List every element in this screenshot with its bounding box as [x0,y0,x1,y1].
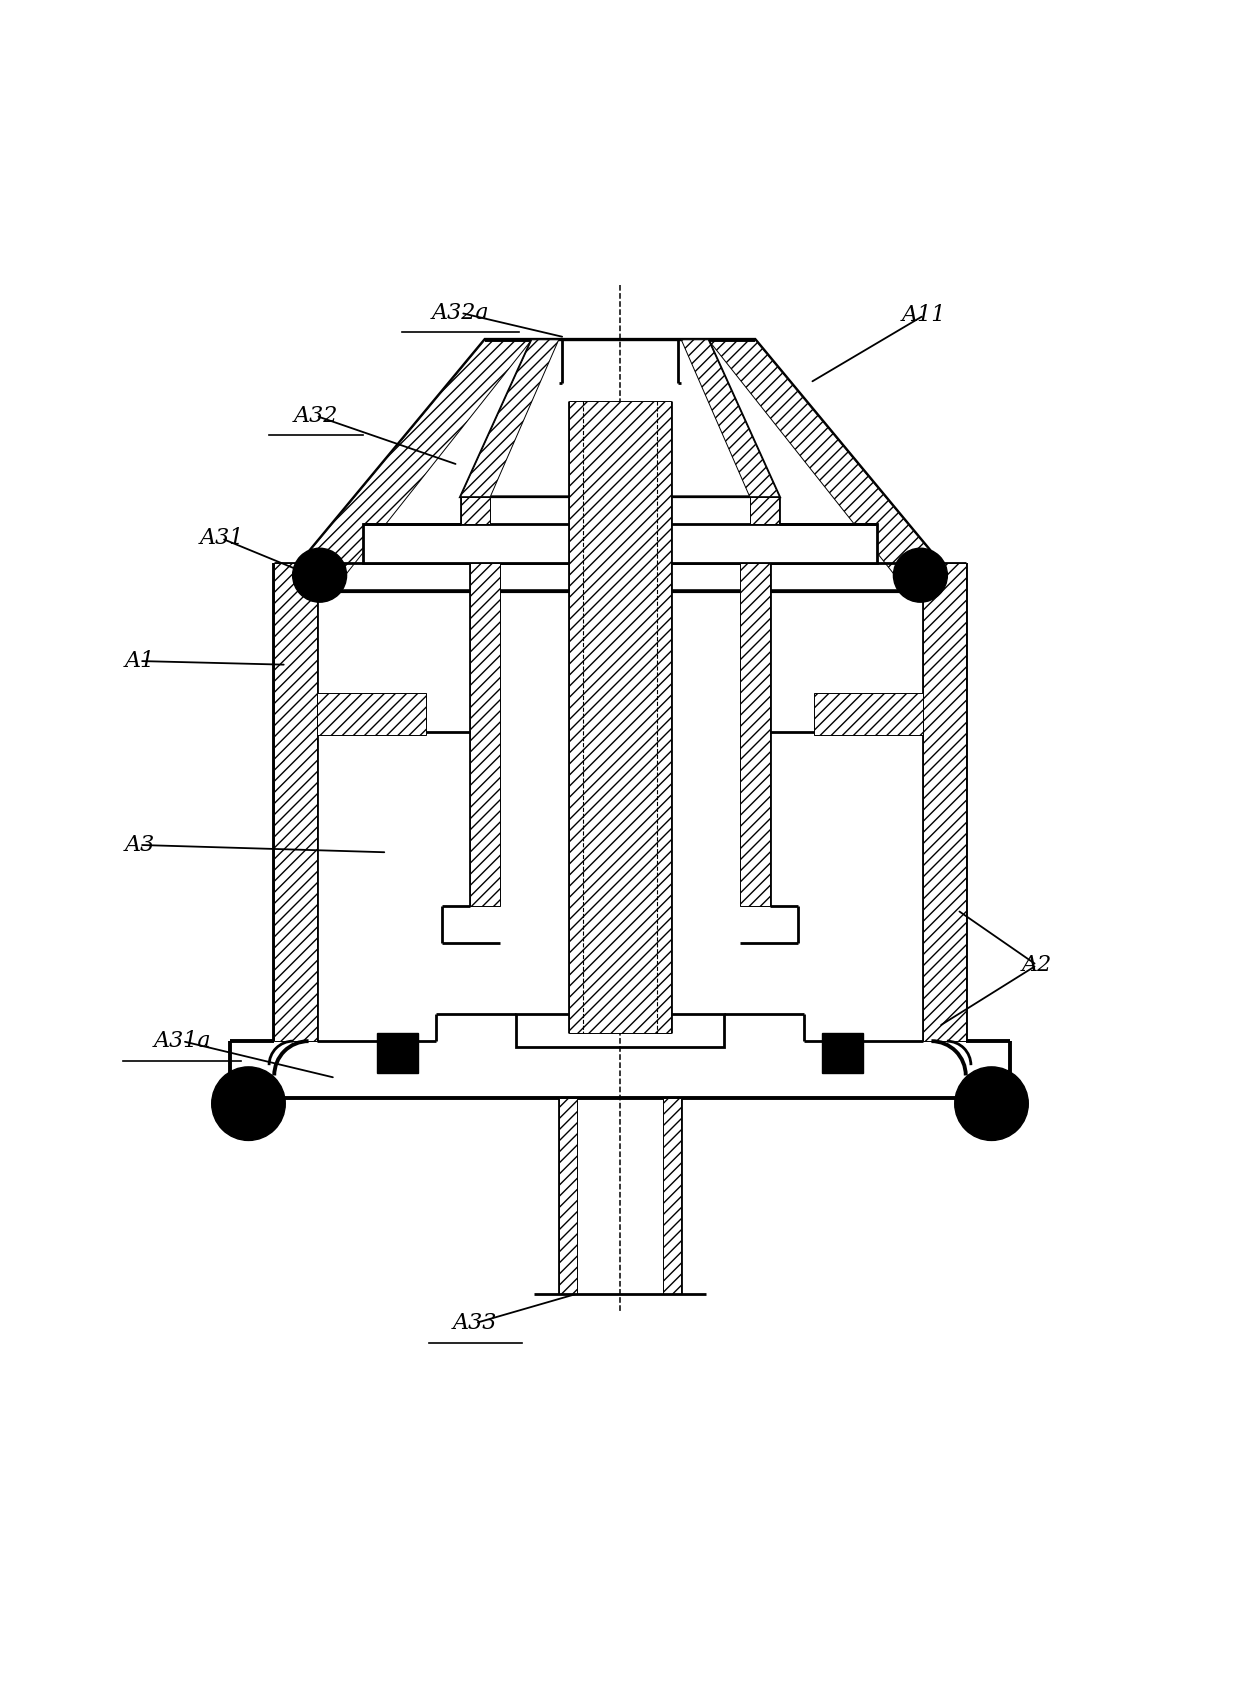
Text: A1: A1 [124,650,155,672]
Polygon shape [277,340,963,591]
Bar [516,1014,724,1048]
Bar [377,1033,418,1073]
Circle shape [955,1067,1028,1141]
Text: A33: A33 [453,1313,497,1335]
Text: A31a: A31a [154,1030,211,1051]
Text: A2: A2 [1022,954,1052,976]
Text: A11: A11 [901,305,946,327]
Bar [822,1033,863,1073]
Polygon shape [460,340,559,497]
Polygon shape [277,340,532,591]
Polygon shape [568,401,672,1033]
Circle shape [894,548,947,602]
Polygon shape [317,693,427,735]
Polygon shape [663,1097,681,1294]
Polygon shape [923,563,966,1041]
Polygon shape [274,563,317,1041]
Text: A32: A32 [294,404,339,426]
Text: A31: A31 [200,527,244,549]
Polygon shape [559,1097,577,1294]
Polygon shape [460,497,490,524]
Polygon shape [460,340,780,497]
Circle shape [212,1067,285,1141]
Bar [362,524,878,563]
Circle shape [293,548,346,602]
Polygon shape [813,693,923,735]
Polygon shape [470,563,500,907]
Polygon shape [750,497,780,524]
Text: A3: A3 [124,834,155,856]
Text: A32a: A32a [432,302,490,324]
Polygon shape [708,340,963,591]
Polygon shape [681,340,780,497]
Polygon shape [740,563,770,907]
